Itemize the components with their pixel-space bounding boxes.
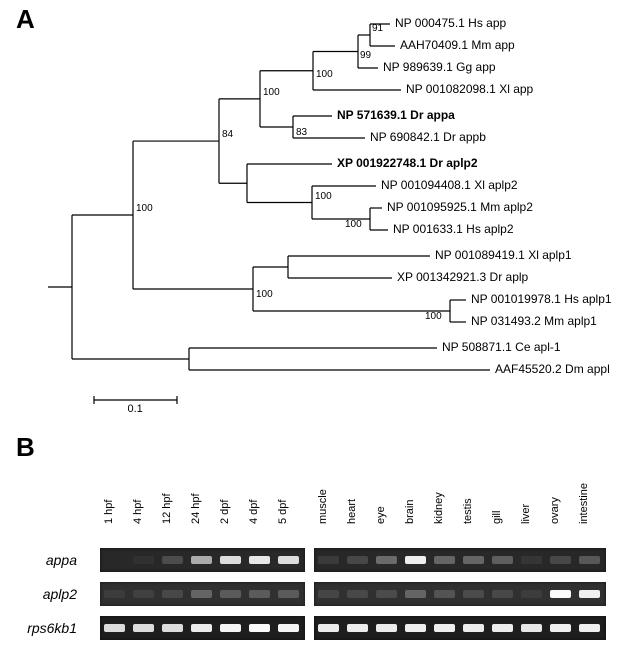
bootstrap-n_app_clade: 100 bbox=[263, 87, 280, 98]
panel-b-label: B bbox=[16, 432, 35, 463]
leaf-xl_app: NP 001082098.1 Xl app bbox=[406, 82, 533, 96]
lane-5-dpf: 5 dpf bbox=[277, 500, 289, 524]
gel-aplp2-tissue bbox=[314, 582, 606, 606]
lane-4-hpf: 4 hpf bbox=[132, 500, 144, 524]
gel-label-aplp2: aplp2 bbox=[43, 586, 77, 602]
phylogenetic-tree bbox=[0, 0, 629, 420]
leaf-dr_appa: NP 571639.1 Dr appa bbox=[337, 108, 455, 122]
gel-rps6kb1-tissue bbox=[314, 616, 606, 640]
gel-aplp2-dev bbox=[100, 582, 305, 606]
leaf-dm_appl: AAF45520.2 Dm appl bbox=[495, 362, 610, 376]
gel-label-appa: appa bbox=[46, 552, 77, 568]
bootstrap-n_app_aplp2: 84 bbox=[222, 129, 233, 140]
leaf-ce_apl1: NP 508871.1 Ce apl-1 bbox=[442, 340, 561, 354]
gel-appa-dev bbox=[100, 548, 305, 572]
lane-heart: heart bbox=[346, 499, 358, 524]
panel-a: NP 000475.1 Hs app AAH70409.1 Mm app NP 98… bbox=[0, 0, 629, 420]
bootstrap-n_hs_mm_aplp1: 100 bbox=[425, 311, 442, 322]
lane-ovary: ovary bbox=[549, 497, 561, 524]
lane-muscle: muscle bbox=[317, 489, 329, 524]
lane-liver: liver bbox=[520, 504, 532, 524]
leaf-hs_app: NP 000475.1 Hs app bbox=[395, 16, 506, 30]
lane-1-hpf: 1 hpf bbox=[103, 500, 115, 524]
lane-eye: eye bbox=[375, 506, 387, 524]
leaf-xl_aplp2: NP 001094408.1 Xl aplp2 bbox=[381, 178, 518, 192]
bootstrap-n_app123: 99 bbox=[360, 50, 371, 61]
bootstrap-n_app4: 100 bbox=[316, 69, 333, 80]
bootstrap-n_mm_hs_aplp2: 100 bbox=[345, 219, 362, 230]
leaf-mm_aplp1: NP 031493.2 Mm aplp1 bbox=[471, 314, 597, 328]
leaf-dr_aplp: XP 001342921.3 Dr aplp bbox=[397, 270, 528, 284]
leaf-gg_app: NP 989639.1 Gg app bbox=[383, 60, 496, 74]
panel-b: 1 hpf 4 hpf 12 hpf 24 hpf 2 dpf 4 dpf 5 dpf mus… bbox=[12, 462, 617, 652]
bootstrap-n_appa_b: 83 bbox=[296, 127, 307, 138]
bootstrap-n_big: 100 bbox=[136, 203, 153, 214]
leaf-mm_app: AAH70409.1 Mm app bbox=[400, 38, 515, 52]
bootstrap-n_aplp1_cl: 100 bbox=[256, 289, 273, 300]
leaf-dr_aplp2: XP 001922748.1 Dr aplp2 bbox=[337, 156, 478, 170]
lane-gill: gill bbox=[491, 511, 503, 524]
gel-appa-tissue bbox=[314, 548, 606, 572]
leaf-dr_appb: NP 690842.1 Dr appb bbox=[370, 130, 486, 144]
lane-24-hpf: 24 hpf bbox=[190, 493, 202, 524]
leaf-xl_aplp1: NP 001089419.1 Xl aplp1 bbox=[435, 248, 572, 262]
lane-4-dpf: 4 dpf bbox=[248, 500, 260, 524]
bootstrap-n_hs_mm_app: 91 bbox=[372, 23, 383, 34]
lane-2-dpf: 2 dpf bbox=[219, 500, 231, 524]
lane-intestine: intestine bbox=[578, 483, 590, 524]
lane-12-hpf: 12 hpf bbox=[161, 493, 173, 524]
lane-brain: brain bbox=[404, 500, 416, 524]
gel-rps6kb1-dev bbox=[100, 616, 305, 640]
scale-label: 0.1 bbox=[128, 403, 143, 415]
lane-testis: testis bbox=[462, 498, 474, 524]
bootstrap-n_xl_mmhs_aplp2: 100 bbox=[315, 191, 332, 202]
figure: A NP 000475.1 Hs appAAH70409.1 Mm appNP … bbox=[0, 0, 629, 660]
leaf-hs_aplp2: NP 001633.1 Hs aplp2 bbox=[393, 222, 514, 236]
lane-kidney: kidney bbox=[433, 492, 445, 524]
leaf-mm_aplp2: NP 001095925.1 Mm aplp2 bbox=[387, 200, 533, 214]
leaf-hs_aplp1: NP 001019978.1 Hs aplp1 bbox=[471, 292, 612, 306]
gel-label-rps6kb1: rps6kb1 bbox=[27, 620, 77, 636]
